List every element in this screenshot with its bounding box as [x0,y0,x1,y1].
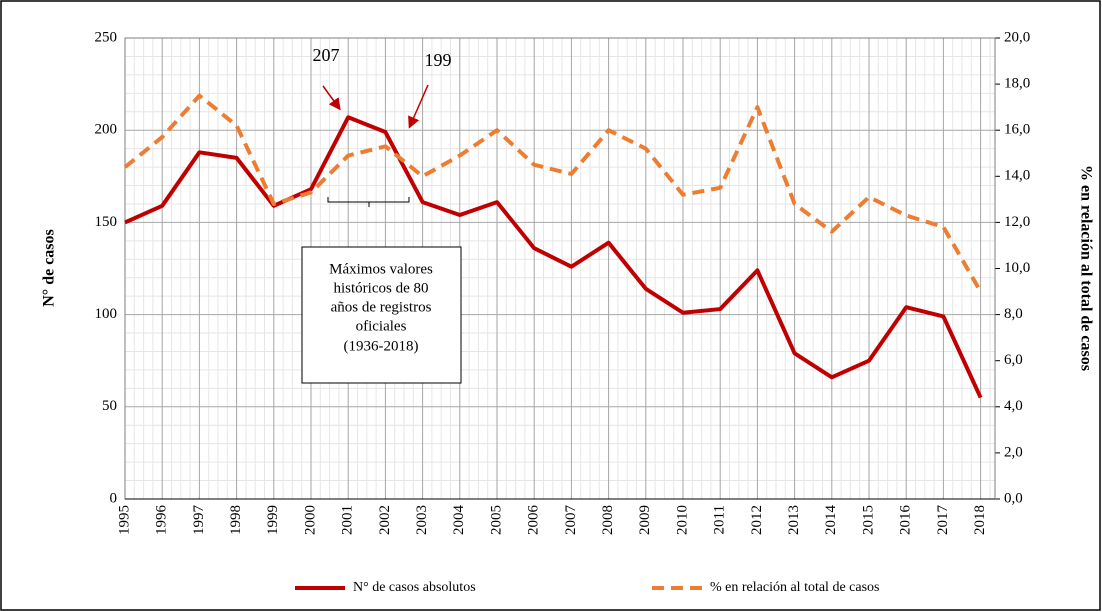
x-tick-label: 2015 [860,505,876,535]
y-tick-label: 0 [110,490,118,506]
note-line: años de registros [331,299,432,315]
series-line [123,93,983,293]
x-tick-label: 2011 [712,505,728,534]
y2-tick-label: 12,0 [1004,214,1030,230]
y2-axis-label: % en relación al total de casos [1077,165,1094,371]
x-tick-label: 2007 [563,505,579,536]
x-tick-label: 2008 [600,505,616,535]
x-tick-label: 2014 [823,505,839,536]
x-tick-label: 1998 [228,505,244,535]
y2-tick-label: 18,0 [1004,76,1030,92]
y2-tick-label: 20,0 [1004,29,1030,45]
y2-tick-label: 2,0 [1004,444,1023,460]
note-line: históricos de 80 [334,280,429,296]
annotation: 207 [313,45,340,65]
x-tick-label: 1999 [265,505,281,535]
note-line: oficiales [356,318,407,334]
y-tick-label: 50 [102,398,117,414]
note-line: Máximos valores [329,261,433,277]
x-tick-label: 2005 [488,505,504,535]
arrow [322,85,341,111]
x-tick-label: 2012 [749,505,765,535]
bracket [327,197,410,207]
y-tick-label: 200 [95,122,118,138]
legend-label: % en relación al total de casos [710,580,879,595]
annotation: 199 [425,50,452,70]
x-tick-label: 2016 [898,505,914,536]
x-tick-label: 2000 [302,505,318,535]
x-tick-label: 2006 [526,505,542,536]
y2-tick-label: 14,0 [1004,168,1030,184]
x-tick-label: 2009 [637,505,653,535]
y-tick-label: 250 [95,29,118,45]
x-tick-label: 2004 [451,505,467,536]
y2-tick-label: 8,0 [1004,306,1023,322]
legend-label: N° de casos absolutos [353,580,476,595]
y2-tick-label: 10,0 [1004,260,1030,276]
x-tick-label: 1997 [191,505,207,536]
y-tick-label: 100 [95,306,118,322]
note-box [301,246,462,384]
x-tick-label: 2010 [674,505,690,535]
x-tick-label: 1995 [116,505,132,535]
series-line [124,115,983,399]
x-tick-label: 2013 [786,505,802,535]
x-tick-label: 1996 [154,505,170,536]
y2-tick-label: 0,0 [1004,490,1023,506]
x-tick-label: 2001 [340,505,356,535]
note-line: (1936-2018) [344,338,419,354]
y2-tick-label: 4,0 [1004,398,1023,414]
arrow [408,84,429,129]
y2-tick-label: 16,0 [1004,122,1030,138]
x-tick-label: 2018 [972,505,988,535]
y-tick-label: 150 [95,214,118,230]
y2-tick-label: 6,0 [1004,352,1023,368]
x-tick-label: 2002 [377,505,393,535]
y-axis-label: N° de casos [41,229,58,307]
x-tick-label: 2003 [414,505,430,535]
x-tick-label: 2017 [935,505,951,536]
